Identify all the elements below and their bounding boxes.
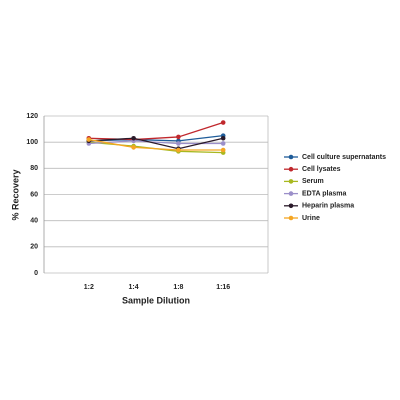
legend-marker <box>288 215 294 221</box>
legend-label: Urine <box>302 215 320 222</box>
legend-label: Serum <box>302 178 324 185</box>
legend-marker <box>288 191 294 196</box>
y-tick-label: 40 <box>30 218 38 225</box>
y-tick-label: 60 <box>30 191 38 198</box>
data-point <box>86 137 92 142</box>
y-tick-label: 120 <box>26 113 38 120</box>
data-point <box>220 120 226 125</box>
legend-label: EDTA plasma <box>302 190 346 197</box>
data-point <box>176 134 181 140</box>
legend-marker <box>288 179 294 184</box>
series-line <box>88 137 224 150</box>
data-point <box>220 147 226 153</box>
legend-label: Heparin plasma <box>302 203 354 210</box>
y-tick-label: 100 <box>26 139 38 146</box>
y-tick-label: 0 <box>34 270 38 277</box>
legend-marker <box>288 203 294 209</box>
x-tick-label: 1:16 <box>216 284 230 291</box>
data-point <box>220 141 226 146</box>
data-point <box>176 147 181 153</box>
data-point <box>176 141 181 146</box>
data-point <box>220 135 226 141</box>
x-tick-label: 1:4 <box>129 284 139 291</box>
y-tick-label: 80 <box>30 165 38 172</box>
x-tick-label: 1:2 <box>84 284 94 291</box>
series-line <box>88 138 224 151</box>
legend-marker <box>288 166 294 172</box>
data-point <box>131 135 136 141</box>
data-point <box>131 145 136 150</box>
x-tick-label: 1:8 <box>173 284 183 291</box>
y-axis-label: % Recovery <box>10 169 20 220</box>
legend-label: Cell culture supernatants <box>302 154 386 161</box>
x-axis-label: Sample Dilution <box>122 295 190 305</box>
legend-marker <box>288 154 294 160</box>
series-line <box>88 134 224 142</box>
series-line <box>88 121 224 141</box>
y-tick-label: 20 <box>30 244 38 251</box>
legend-label: Cell lysates <box>302 166 341 173</box>
